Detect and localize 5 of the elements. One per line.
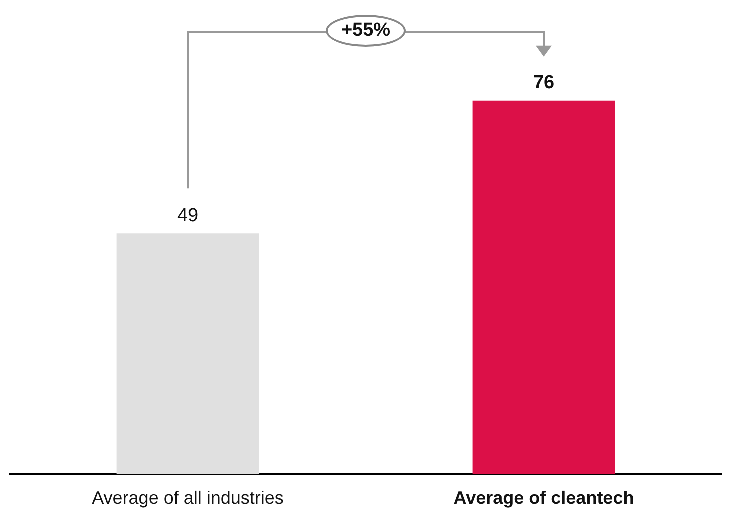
x-tick-label: Average of cleantech xyxy=(454,488,634,508)
x-tick-label: Average of all industries xyxy=(92,488,284,508)
data-label: 76 xyxy=(533,72,555,94)
text: +55% xyxy=(341,20,391,42)
data-label: 49 xyxy=(177,205,199,226)
